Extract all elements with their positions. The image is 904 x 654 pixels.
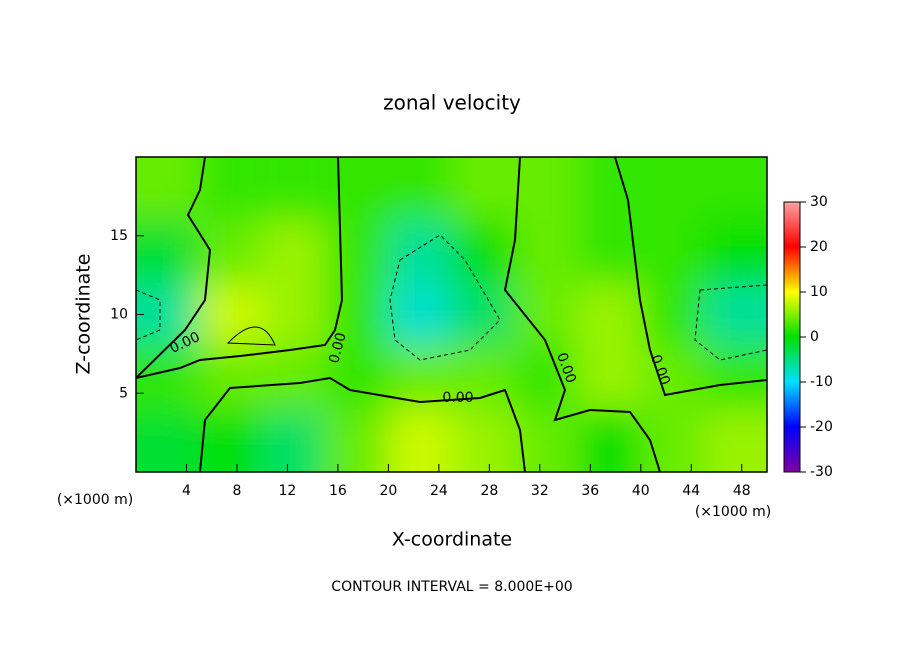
heat-cell <box>325 409 389 472</box>
heat-cell <box>262 220 326 283</box>
y-tick-label: 5 <box>119 385 128 401</box>
heat-cell <box>514 157 578 220</box>
x-tick-label: 28 <box>480 483 498 499</box>
heat-cell <box>262 157 326 220</box>
colorbar-tick-label: 0 <box>810 329 819 345</box>
colorbar-tick-label: 10 <box>810 284 828 300</box>
x-tick-label: 24 <box>430 483 448 499</box>
x-tick-label: 16 <box>329 483 347 499</box>
heat-cell <box>577 283 641 346</box>
heat-cell <box>640 220 704 283</box>
colorbar-tick-label: -30 <box>810 464 833 480</box>
colorbar-tick-label: 20 <box>810 239 828 255</box>
heat-cell <box>136 220 200 283</box>
heat-cell <box>388 283 452 346</box>
heat-cell <box>199 283 263 346</box>
heat-cell <box>703 220 767 283</box>
heat-cell <box>703 409 767 472</box>
contour-label: 0.00 <box>326 331 350 365</box>
neg-contours <box>136 234 767 361</box>
y-tick-label: 10 <box>110 307 128 323</box>
heat-cell <box>451 409 515 472</box>
heat-cell <box>136 409 200 472</box>
heat-cell <box>577 409 641 472</box>
x-unit: (×1000 m) <box>695 504 771 520</box>
heat-cell <box>388 157 452 220</box>
heat-cell <box>514 409 578 472</box>
chart-title: zonal velocity <box>383 91 521 115</box>
heat-cell <box>640 283 704 346</box>
heat-cell <box>325 346 389 409</box>
heat-cell <box>262 409 326 472</box>
x-tick-label: 48 <box>733 483 751 499</box>
x-tick-label: 36 <box>581 483 599 499</box>
heat-cell <box>325 283 389 346</box>
contour-label: 0.00 <box>442 390 473 406</box>
contours <box>136 157 767 472</box>
heat-cell <box>262 346 326 409</box>
heat-cell <box>451 157 515 220</box>
heat-cell <box>703 283 767 346</box>
heat-cell <box>325 220 389 283</box>
heat-cell <box>703 157 767 220</box>
heat-cell <box>262 283 326 346</box>
heat-cell <box>451 220 515 283</box>
heat-cell <box>325 157 389 220</box>
x-tick-label: 44 <box>682 483 700 499</box>
heat-cell <box>388 220 452 283</box>
y-axis-label: Z-coordinate <box>73 254 95 375</box>
x-tick-label: 4 <box>182 483 191 499</box>
heat-cell <box>577 220 641 283</box>
heat-cell <box>640 346 704 409</box>
heat-cell <box>199 409 263 472</box>
heat-cell <box>577 157 641 220</box>
colorbar-tick-label: 30 <box>810 194 828 210</box>
colorbar <box>783 201 801 473</box>
heat-cell <box>136 346 200 409</box>
y-tick-label: 15 <box>110 228 128 244</box>
heat-cell <box>136 157 200 220</box>
heat-cell <box>514 220 578 283</box>
x-tick-label: 32 <box>531 483 549 499</box>
x-tick-label: 40 <box>632 483 650 499</box>
heat-cell <box>451 283 515 346</box>
x-tick-label: 20 <box>379 483 397 499</box>
heat-cell <box>640 157 704 220</box>
heat-cell <box>577 346 641 409</box>
x-axis-label: X-coordinate <box>392 529 512 551</box>
footer: CONTOUR INTERVAL = 8.000E+00 <box>331 579 572 595</box>
colorbar-tick-label: -20 <box>810 419 833 435</box>
heat-cell <box>199 157 263 220</box>
x-unit: (×1000 m) <box>57 492 133 508</box>
x-tick-label: 12 <box>279 483 297 499</box>
heat-cell <box>388 409 452 472</box>
heat-cell <box>640 409 704 472</box>
x-tick-label: 8 <box>232 483 241 499</box>
colorbar-tick-label: -10 <box>810 374 833 390</box>
heat-cell <box>514 346 578 409</box>
